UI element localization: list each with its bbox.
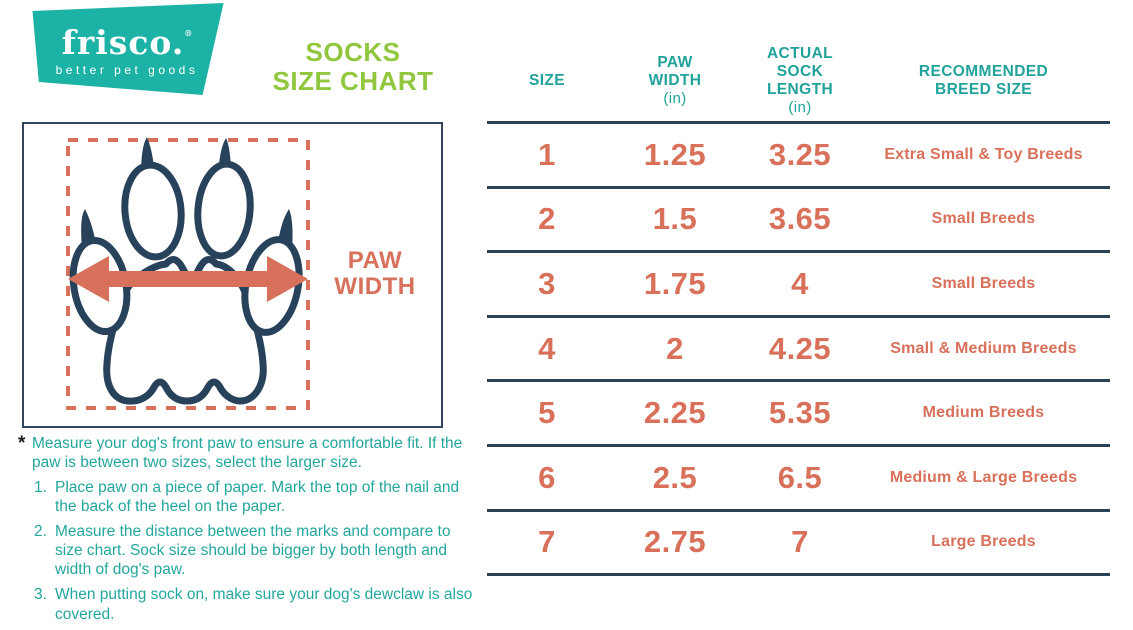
paw-width-arrow-icon [68,256,308,302]
cell-paw-width: 2.5 [652,459,698,495]
cell-breed: Small Breeds [931,210,1036,228]
brand-tagline: better pet goods [55,62,199,77]
cell-size: 3 [538,265,556,301]
cell-paw-width: 1.75 [643,265,707,301]
page-title-line2: SIZE CHART [272,66,434,97]
cell-sock-length: 7 [791,524,809,560]
cell-paw-width: 2.25 [643,395,707,431]
page-title-line1: SOCKS [305,37,401,67]
header-unit: (in) [788,98,812,116]
paw-width-label-line2: WIDTH [334,273,416,301]
cell-size: 5 [538,395,556,431]
table-row: 2 1.5 3.65 Small Breeds [487,189,1110,254]
measurement-instructions: * Measure your dog's front paw to ensure… [18,434,474,624]
header-sock-length: ACTUAL SOCK LENGTH (in) [743,45,857,116]
cell-sock-length: 6.5 [777,459,823,495]
header-size: SIZE [528,71,566,89]
cell-breed: Large Breeds [931,533,1036,551]
header-breed-size: RECOMMENDED BREED SIZE [918,62,1049,98]
cell-sock-length: 4.25 [768,330,832,366]
paw-measurement-diagram: PAW WIDTH [22,122,443,428]
cell-size: 4 [538,330,556,366]
table-header-row: SIZE PAW WIDTH (in) ACTUAL SOCK LENGTH (… [487,40,1110,124]
step-number: 2. [34,523,47,541]
instruction-step-2: 2. Measure the distance between the mark… [18,522,474,579]
instruction-step-1: 1. Place paw on a piece of paper. Mark t… [18,478,474,516]
table-row: 5 2.25 5.35 Medium Breeds [487,382,1110,447]
cell-sock-length: 4 [791,265,809,301]
step-text: When putting sock on, make sure your dog… [55,586,473,623]
registered-mark: ® [184,27,193,38]
toe-center-left [121,161,185,261]
cell-sock-length: 5.35 [768,395,832,431]
paw-diagram-graphic [66,137,310,410]
table-row: 6 2.5 6.5 Medium & Large Breeds [487,447,1110,512]
page-title: SOCKS SIZE CHART [263,37,443,97]
cell-paw-width: 2 [666,330,684,366]
cell-breed: Medium Breeds [922,404,1045,422]
cell-breed: Extra Small & Toy Breeds [884,145,1083,163]
step-text: Place paw on a piece of paper. Mark the … [55,479,460,516]
paw-width-label-line1: PAW [347,247,403,274]
cell-paw-width: 2.75 [643,524,707,560]
table-row: 4 2 4.25 Small & Medium Breeds [487,318,1110,383]
cell-sock-length: 3.65 [768,201,832,237]
cell-breed: Medium & Large Breeds [889,468,1078,486]
cell-breed: Small Breeds [931,274,1036,292]
paw-pad-outline [103,256,267,405]
asterisk-marker: * [18,433,26,454]
instruction-note-text: Measure your dog's front paw to ensure a… [32,435,463,472]
toe-center-right [194,160,254,260]
cell-size: 1 [538,136,556,172]
cell-breed: Small & Medium Breeds [890,339,1077,357]
cell-size: 6 [538,459,556,495]
table-row: 7 2.75 7 Large Breeds [487,512,1110,577]
table-row: 1 1.25 3.25 Extra Small & Toy Breeds [487,124,1110,189]
step-text: Measure the distance between the marks a… [55,523,451,579]
instruction-note: * Measure your dog's front paw to ensure… [18,434,474,472]
header-paw-width: PAW WIDTH (in) [607,54,743,107]
table-row: 3 1.75 4 Small Breeds [487,253,1110,318]
size-chart-table: SIZE PAW WIDTH (in) ACTUAL SOCK LENGTH (… [487,40,1110,577]
cell-paw-width: 1.5 [652,201,698,237]
cell-sock-length: 3.25 [768,136,832,172]
cell-size: 7 [538,524,556,560]
brand-name: frisco.® [62,26,193,59]
dashed-measure-box [66,138,310,410]
header-unit: (in) [663,89,687,107]
step-number: 3. [34,586,47,604]
frisco-logo: frisco.® better pet goods [32,3,224,95]
step-number: 1. [34,479,47,497]
brand-name-text: frisco. [61,22,185,62]
cell-size: 2 [538,201,556,237]
cell-paw-width: 1.25 [643,136,707,172]
instruction-step-3: 3. When putting sock on, make sure your … [18,585,474,623]
paw-width-label: PAW WIDTH [324,247,426,301]
